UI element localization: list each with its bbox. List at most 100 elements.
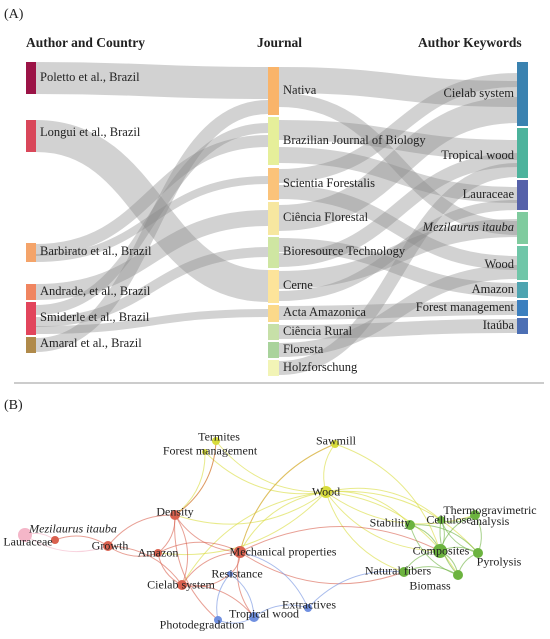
node-label: Amazon bbox=[137, 545, 179, 560]
node-label: Mezilaurus itauba bbox=[29, 521, 117, 536]
flow bbox=[35, 176, 269, 262]
flow bbox=[35, 210, 269, 300]
node-label: Wood bbox=[484, 257, 514, 271]
network-edge bbox=[409, 524, 479, 554]
node-label: Cerne bbox=[283, 278, 313, 292]
node-label: Growth bbox=[91, 538, 129, 553]
flow bbox=[35, 100, 269, 352]
network-node bbox=[437, 516, 445, 524]
network-edge bbox=[325, 491, 459, 576]
network-node bbox=[170, 510, 180, 520]
sankey-node bbox=[26, 302, 36, 335]
node-label: Photodegradation bbox=[159, 617, 245, 632]
sankey-node bbox=[517, 282, 528, 298]
node-label: Lauraceae bbox=[463, 187, 515, 201]
network-node bbox=[331, 440, 339, 448]
network-node bbox=[177, 580, 187, 590]
flow bbox=[278, 185, 518, 270]
column-header: Author and Country bbox=[26, 35, 145, 50]
sankey-node bbox=[268, 360, 279, 376]
network-edge bbox=[334, 443, 441, 552]
flow bbox=[278, 319, 518, 339]
flow bbox=[35, 123, 269, 315]
node-label: Wood bbox=[311, 484, 341, 499]
network-edge bbox=[325, 491, 476, 525]
flow bbox=[278, 153, 518, 267]
sankey-node bbox=[268, 270, 279, 303]
network-node bbox=[202, 449, 208, 455]
node-label: Termites bbox=[198, 429, 240, 444]
flow bbox=[35, 120, 269, 302]
node-label: Andrade, et al., Brazil bbox=[40, 284, 151, 298]
flow bbox=[35, 135, 269, 256]
sankey-node bbox=[26, 120, 36, 152]
network-node bbox=[473, 548, 483, 558]
network-edge bbox=[181, 491, 327, 586]
network-edge bbox=[181, 584, 255, 618]
network-edge bbox=[215, 440, 327, 493]
node-label: Mechanical properties bbox=[229, 544, 337, 559]
network-edge bbox=[204, 451, 327, 495]
flow bbox=[278, 120, 518, 160]
flow bbox=[278, 97, 518, 231]
network-node bbox=[234, 546, 246, 558]
network-edge bbox=[325, 487, 442, 521]
sankey-node bbox=[268, 324, 279, 340]
node-label: Resistance bbox=[211, 566, 263, 581]
network-edge bbox=[174, 491, 327, 525]
node-label: Barbirato et al., Brazil bbox=[40, 244, 152, 258]
sankey-node bbox=[517, 246, 528, 280]
node-label: Acta Amazonica bbox=[283, 305, 366, 319]
network-node bbox=[470, 510, 480, 520]
node-label: Composites bbox=[412, 543, 470, 558]
node-label: Floresta bbox=[283, 342, 324, 356]
node-label: Nativa bbox=[283, 83, 317, 97]
network-edge bbox=[24, 534, 109, 553]
flow bbox=[35, 247, 269, 327]
node-label: Smiderle et al., Brazil bbox=[40, 310, 150, 324]
sankey-node bbox=[517, 212, 528, 244]
node-label: Thermogravimetric analysis bbox=[443, 503, 537, 528]
sankey-node bbox=[517, 62, 528, 126]
flow bbox=[278, 238, 518, 297]
network-edge bbox=[157, 541, 241, 554]
flow bbox=[278, 93, 518, 235]
node-label: Cielab system bbox=[147, 577, 215, 592]
network-edge bbox=[157, 491, 327, 556]
sankey-node bbox=[517, 180, 528, 210]
node-label: Forest management bbox=[416, 300, 515, 314]
node-label: Scientia Forestalis bbox=[283, 176, 375, 190]
network-edge bbox=[325, 491, 405, 573]
network-node bbox=[51, 536, 59, 544]
node-label: Amaral et al., Brazil bbox=[40, 336, 142, 350]
node-label: Density bbox=[156, 504, 194, 519]
node-label: Itaúba bbox=[483, 318, 515, 332]
flow bbox=[278, 200, 518, 301]
node-label: Natural fibers bbox=[364, 563, 432, 578]
network-edge bbox=[307, 570, 405, 609]
network-node bbox=[433, 544, 447, 558]
column-header: Journal bbox=[257, 35, 302, 50]
network-node bbox=[212, 437, 220, 445]
node-label: Ciência Florestal bbox=[283, 210, 369, 224]
network-edge bbox=[239, 551, 405, 585]
sankey-node bbox=[268, 237, 279, 268]
network-edge bbox=[174, 440, 217, 516]
flow bbox=[278, 163, 518, 375]
column-header: Author Keywords bbox=[418, 35, 522, 50]
network-edge bbox=[107, 514, 176, 547]
node-label: Amazon bbox=[472, 282, 515, 296]
node-label: Sawmill bbox=[315, 433, 357, 448]
flow bbox=[278, 265, 518, 357]
sankey-node bbox=[268, 342, 279, 358]
node-label: Pyrolysis bbox=[476, 554, 522, 569]
network-node bbox=[103, 541, 113, 551]
sankey-node bbox=[26, 337, 36, 353]
network-edge bbox=[174, 451, 206, 516]
node-label: Holzforschung bbox=[283, 360, 358, 374]
flow bbox=[278, 147, 518, 203]
panel-label: (B) bbox=[4, 398, 23, 413]
network-node bbox=[320, 486, 332, 498]
